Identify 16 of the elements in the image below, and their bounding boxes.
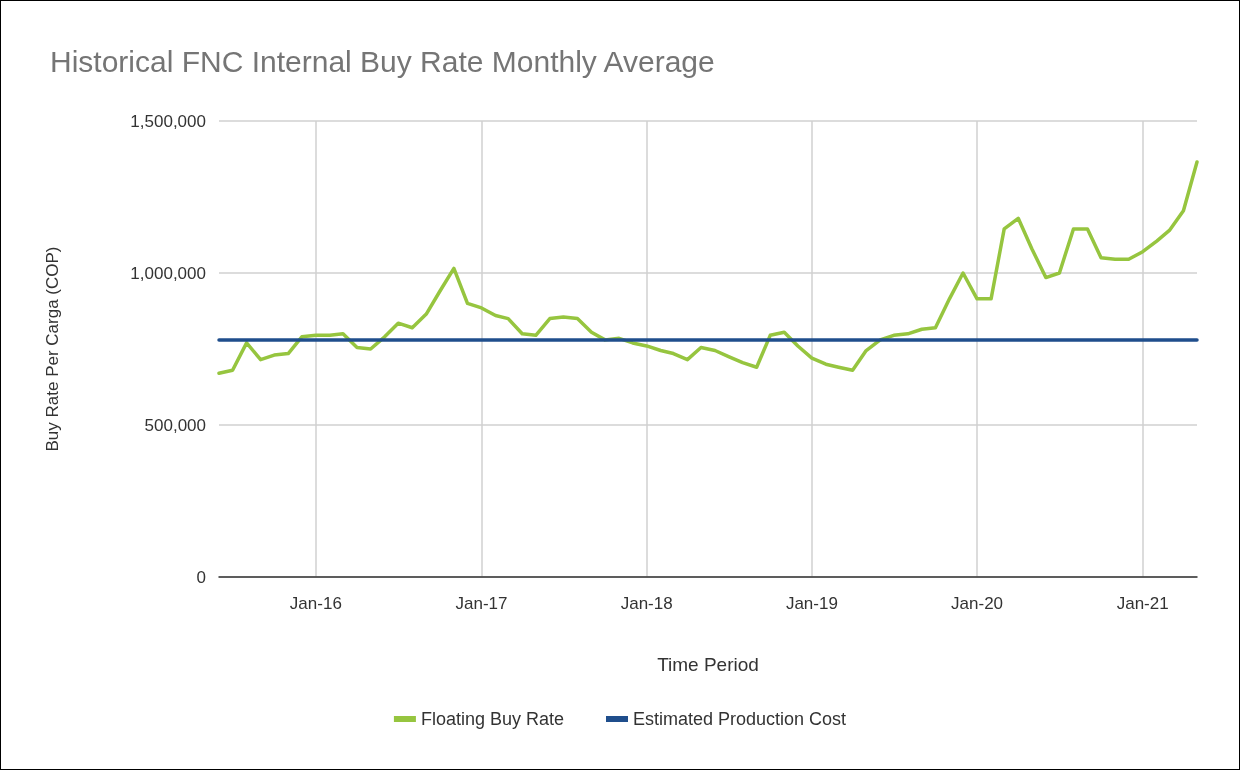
x-axis-title: Time Period — [657, 654, 759, 675]
x-tick-label: Jan-20 — [951, 594, 1004, 613]
x-tick-label: Jan-17 — [455, 594, 508, 613]
x-tick-label: Jan-16 — [289, 594, 342, 613]
line-series — [217, 160, 1199, 376]
y-tick-label: 0 — [196, 567, 206, 587]
x-tick-label: Jan-19 — [785, 594, 838, 613]
y-tick-label: 1,500,000 — [130, 111, 206, 131]
x-tick-label: Jan-21 — [1116, 594, 1169, 613]
legend-label: Floating Buy Rate — [420, 709, 564, 729]
chart-title: Historical FNC Internal Buy Rate Monthly Average — [50, 44, 715, 78]
y-tick-label: 1,000,000 — [130, 263, 206, 283]
y-tick-label: 500,000 — [144, 415, 206, 435]
x-tick-label: Jan-18 — [620, 594, 673, 613]
y-axis-title: Buy Rate Per Carga (COP) — [43, 246, 62, 452]
legend-label: Estimated Production Cost — [632, 709, 847, 729]
